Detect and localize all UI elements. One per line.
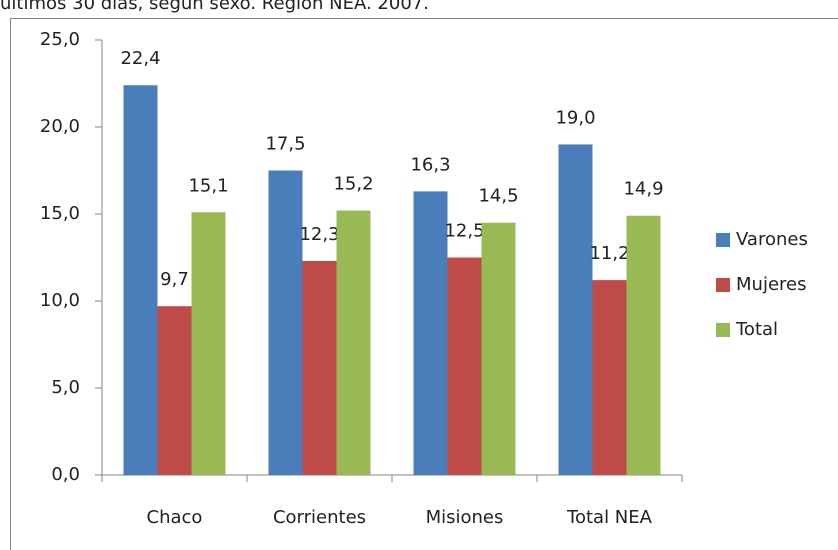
bar — [413, 191, 448, 475]
bar — [592, 280, 627, 475]
bar — [481, 222, 516, 475]
legend-swatch — [716, 323, 730, 337]
legend-label: Total — [735, 319, 778, 340]
bar — [336, 210, 371, 475]
y-tick-label: 25,0 — [40, 29, 80, 50]
value-label: 17,5 — [265, 134, 305, 155]
bar — [626, 215, 661, 476]
x-tick-label: Corrientes — [273, 507, 366, 528]
legend-label: Varones — [736, 229, 808, 250]
value-label: 12,5 — [444, 221, 484, 242]
value-label: 12,3 — [299, 224, 339, 245]
value-label: 14,9 — [623, 179, 663, 200]
value-label: 9,7 — [160, 269, 189, 290]
y-tick-label: 20,0 — [40, 116, 80, 137]
value-label: 16,3 — [410, 154, 450, 175]
y-tick-label: 15,0 — [40, 203, 80, 224]
bar — [268, 170, 303, 475]
y-tick-label: 5,0 — [51, 377, 80, 398]
bar — [558, 144, 593, 475]
bar — [191, 212, 226, 475]
bar — [302, 260, 337, 475]
value-label: 11,2 — [589, 243, 629, 264]
x-tick-label: Total NEA — [566, 507, 653, 528]
legend-swatch — [716, 233, 730, 247]
y-tick-label: 0,0 — [51, 464, 80, 485]
value-label: 22,4 — [120, 48, 160, 69]
bar — [123, 85, 158, 476]
bar — [447, 257, 482, 475]
bar — [157, 306, 192, 475]
legend-swatch — [716, 278, 730, 292]
value-label: 15,1 — [188, 175, 228, 196]
value-label: 19,0 — [555, 107, 595, 128]
legend-label: Mujeres — [736, 274, 806, 295]
x-tick-label: Chaco — [147, 507, 203, 528]
x-tick-label: Misiones — [426, 507, 504, 528]
chart-title: últimos 30 días, según sexo. Región NEA.… — [0, 0, 429, 14]
chart-border — [10, 18, 838, 550]
value-label: 14,5 — [478, 186, 518, 207]
value-label: 15,2 — [333, 174, 373, 195]
y-tick-label: 10,0 — [40, 290, 80, 311]
